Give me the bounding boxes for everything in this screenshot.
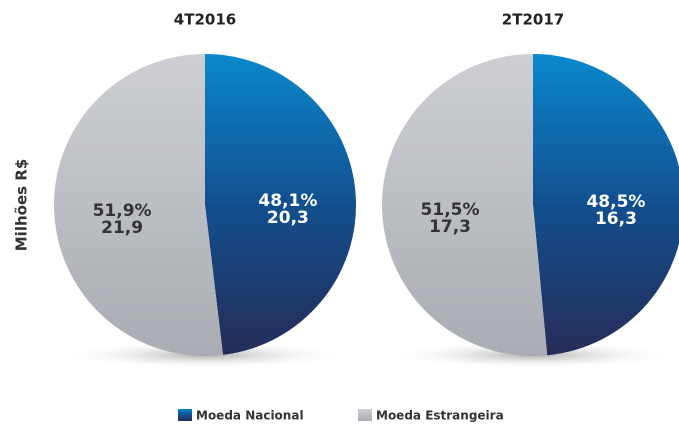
pie-slice	[205, 54, 356, 355]
amount-label: 17,3	[429, 217, 471, 237]
amount-label: 20,3	[267, 208, 309, 228]
value-label: 51,5%	[421, 200, 480, 220]
value-label: 48,5%	[586, 192, 645, 212]
value-label: 48,1%	[258, 191, 317, 211]
amount-label: 21,9	[101, 218, 143, 238]
value-label: 51,9%	[93, 201, 152, 221]
pie-slice	[53, 54, 223, 356]
legend-swatch	[178, 409, 192, 421]
legend-label: Moeda Estrangeira	[376, 409, 504, 423]
chart-title: 2T2017	[502, 11, 564, 29]
pie-slice	[533, 54, 679, 356]
pie-slice	[382, 54, 548, 356]
legend-swatch	[358, 409, 372, 421]
amount-label: 16,3	[595, 209, 637, 229]
legend-label: Moeda Nacional	[196, 409, 304, 423]
chart-title: 4T2016	[174, 11, 236, 29]
axis-label: Milhões R$	[13, 159, 31, 252]
